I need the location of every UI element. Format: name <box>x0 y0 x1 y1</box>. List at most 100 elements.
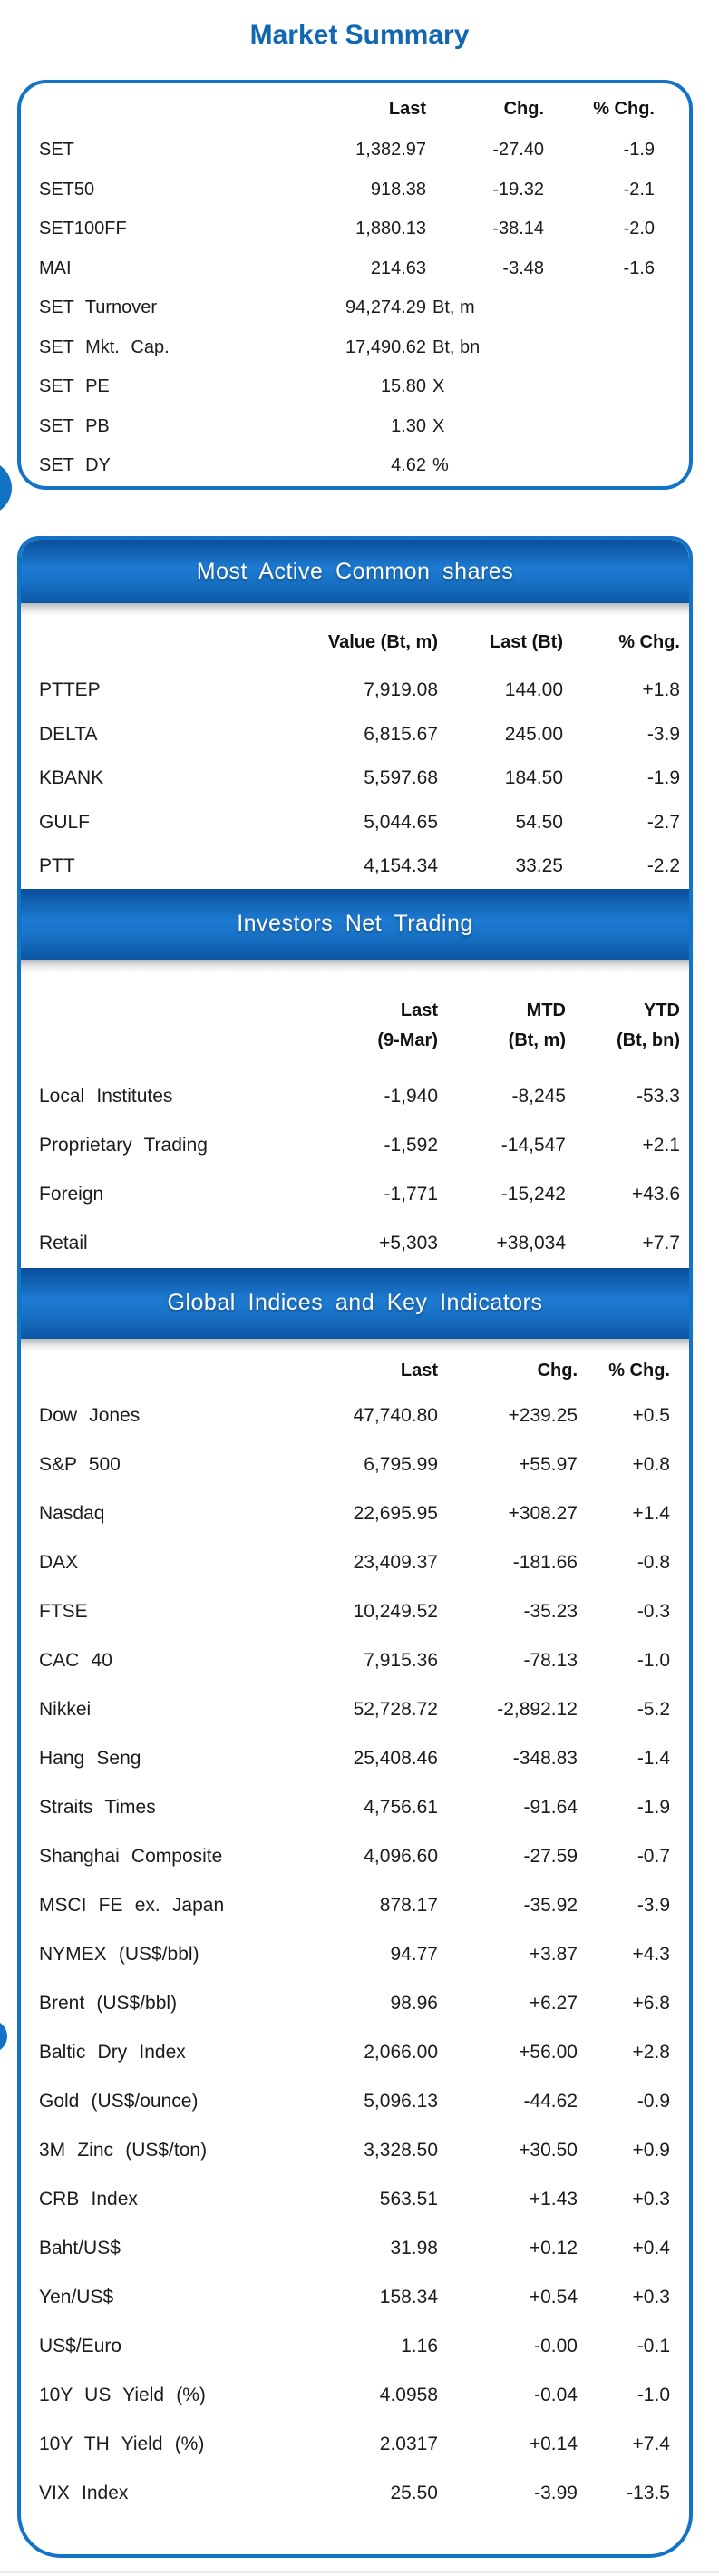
row-value: 7,915.36 <box>364 1649 438 1671</box>
table-row: CRB Index 563.51 +1.43 +0.3 <box>21 2175 689 2224</box>
investors-rows: Local Institutes -1,940 -8,245 -53.3 Proprie… <box>21 1072 689 1268</box>
row-label: Nikkei <box>39 1698 92 1720</box>
column-header-chg: Chg. <box>503 98 544 119</box>
row-value: 5,597.68 <box>364 767 438 789</box>
row-label: 10Y US Yield (%) <box>39 2384 206 2405</box>
table-row: DAX 23,409.37 -181.66 -0.8 <box>21 1538 689 1587</box>
row-pct-chg: -1.0 <box>636 1649 670 1671</box>
row-value: 214.63 <box>370 258 426 278</box>
row-pct-chg: -0.3 <box>636 1600 670 1622</box>
table-row: 10Y US Yield (%) 4.0958 -0.04 -1.0 <box>21 2371 689 2420</box>
row-value-unit: Bt, m <box>432 298 475 318</box>
row-value: 1,382.97 <box>355 140 426 161</box>
table-row: Foreign -1,771 -15,242 +43.6 <box>21 1170 689 1219</box>
row-label: FTSE <box>39 1600 88 1622</box>
row-label: Shanghai Composite <box>39 1845 223 1867</box>
table-row: MSCI FE ex. Japan 878.17 -35.92 -3.9 <box>21 1881 689 1930</box>
row-value: 5,096.13 <box>364 2090 438 2112</box>
row-chg: -0.00 <box>534 2335 578 2356</box>
row-chg: -3.99 <box>534 2482 578 2503</box>
row-chg: 33.25 <box>515 855 563 877</box>
table-row: SET Mkt. Cap. 17,490.62 Bt, bn <box>21 328 689 368</box>
row-pct-chg: -1.4 <box>636 1747 670 1769</box>
table-row: 10Y TH Yield (%) 2.0317 +0.14 +7.4 <box>21 2420 689 2469</box>
row-label: 3M Zinc (US$/ton) <box>39 2139 208 2161</box>
column-header-last: Last <box>400 1361 438 1381</box>
row-label: SET50 <box>39 179 95 200</box>
row-label: Baltic Dry Index <box>39 2041 186 2063</box>
table-row: Shanghai Composite 4,096.60 -27.59 -0.7 <box>21 1832 689 1881</box>
column-header-row: Last MTD YTD <box>21 972 689 1023</box>
global-indices-rows: Dow Jones 47,740.80 +239.25 +0.5 S&P 500 6,79… <box>21 1391 689 2518</box>
row-pct-chg: -2.1 <box>623 179 655 200</box>
row-pct-chg: +4.3 <box>632 1943 670 1965</box>
column-header-last: Last <box>388 98 426 119</box>
section-header-most-active: Most Active Common shares <box>21 540 689 603</box>
table-row: Dow Jones 47,740.80 +239.25 +0.5 <box>21 1391 689 1440</box>
row-chg: -0.04 <box>534 2384 578 2405</box>
set-summary-rows: SET 1,382.97 -27.40 -1.9 SET50 918.38 -19.32 -2… <box>21 131 689 486</box>
row-chg: +0.14 <box>529 2433 578 2454</box>
row-pct-chg: -0.9 <box>636 2090 670 2112</box>
table-row: SET Turnover 94,274.29 Bt, m <box>21 288 689 328</box>
column-header-mtd: MTD <box>526 1000 566 1020</box>
row-label: DELTA <box>39 723 98 745</box>
row-pct-chg: -0.7 <box>636 1845 670 1867</box>
row-value: 4,154.34 <box>364 855 438 877</box>
row-label: SET DY <box>39 455 111 476</box>
row-chg: +56.00 <box>519 2041 578 2063</box>
row-pct-chg: +0.3 <box>632 2286 670 2308</box>
row-chg: +6.27 <box>529 1992 578 2014</box>
table-row: Hang Seng 25,408.46 -348.83 -1.4 <box>21 1734 689 1783</box>
row-value: 1.16 <box>401 2335 438 2356</box>
row-label: PTT <box>39 855 75 877</box>
table-row: FTSE 10,249.52 -35.23 -0.3 <box>21 1587 689 1636</box>
row-value: 22,695.95 <box>353 1502 438 1524</box>
row-label: SET Mkt. Cap. <box>39 337 170 357</box>
most-active-rows: PTTEP 7,919.08 144.00 +1.8 DELTA 6,815.67 245.… <box>21 668 689 889</box>
investors-section: Last MTD YTD (9-Mar) (Bt, m) (Bt, bn) Lo… <box>21 972 689 1268</box>
table-row: Local Institutes -1,940 -8,245 -53.3 <box>21 1072 689 1121</box>
table-row: Baltic Dry Index 2,066.00 +56.00 +2.8 <box>21 2028 689 2077</box>
table-row: NYMEX (US$/bbl) 94.77 +3.87 +4.3 <box>21 1930 689 1979</box>
row-value: -1,940 <box>384 1085 438 1107</box>
row-pct-chg: -13.5 <box>627 2482 670 2503</box>
row-value: 3,328.50 <box>364 2139 438 2161</box>
section-header-investors: Investors Net Trading <box>21 888 689 960</box>
row-chg: +3.87 <box>529 1943 578 1965</box>
column-header-pct-chg: % Chg. <box>593 98 655 119</box>
row-chg: -44.62 <box>523 2090 578 2112</box>
row-value-unit: X <box>432 376 445 397</box>
column-subheader-mtd-unit: (Bt, m) <box>508 1029 566 1050</box>
row-chg: -2,892.12 <box>497 1698 578 1720</box>
main-panel: Most Active Common shares Value (Bt, m) … <box>17 536 693 2558</box>
row-label: SET Turnover <box>39 298 158 318</box>
row-chg: +239.25 <box>508 1404 578 1426</box>
row-label: Foreign <box>39 1183 104 1205</box>
row-label: Dow Jones <box>39 1404 141 1426</box>
row-pct-chg: -5.2 <box>636 1698 670 1720</box>
column-header-pct-chg: % Chg. <box>618 631 680 652</box>
row-value: 4,096.60 <box>364 1845 438 1867</box>
row-pct-chg: -3.9 <box>646 723 680 745</box>
row-label: CAC 40 <box>39 1649 112 1671</box>
row-label: CRB Index <box>39 2188 138 2210</box>
row-chg: -35.23 <box>523 1600 578 1622</box>
row-label: GULF <box>39 811 91 833</box>
row-chg: 245.00 <box>504 723 563 745</box>
row-pct-chg: -53.3 <box>636 1085 680 1107</box>
global-indices-section: Last Chg. % Chg. Dow Jones 47,740.80 +239.… <box>21 1351 689 2518</box>
row-pct-chg: +43.6 <box>631 1183 680 1205</box>
row-pct-chg: -2.2 <box>646 855 680 877</box>
row-pct-chg: -1.9 <box>636 1796 670 1818</box>
table-row: Baht/US$ 31.98 +0.12 +0.4 <box>21 2224 689 2273</box>
row-chg: 184.50 <box>504 767 563 789</box>
row-value: 47,740.80 <box>353 1404 438 1426</box>
row-label: Nasdaq <box>39 1502 105 1524</box>
row-pct-chg: +6.8 <box>632 1992 670 2014</box>
row-chg: +38,034 <box>496 1232 567 1254</box>
table-row: MAI 214.63 -3.48 -1.6 <box>21 249 689 289</box>
row-value: -1,592 <box>384 1134 438 1156</box>
row-label: VIX Index <box>39 2482 129 2503</box>
